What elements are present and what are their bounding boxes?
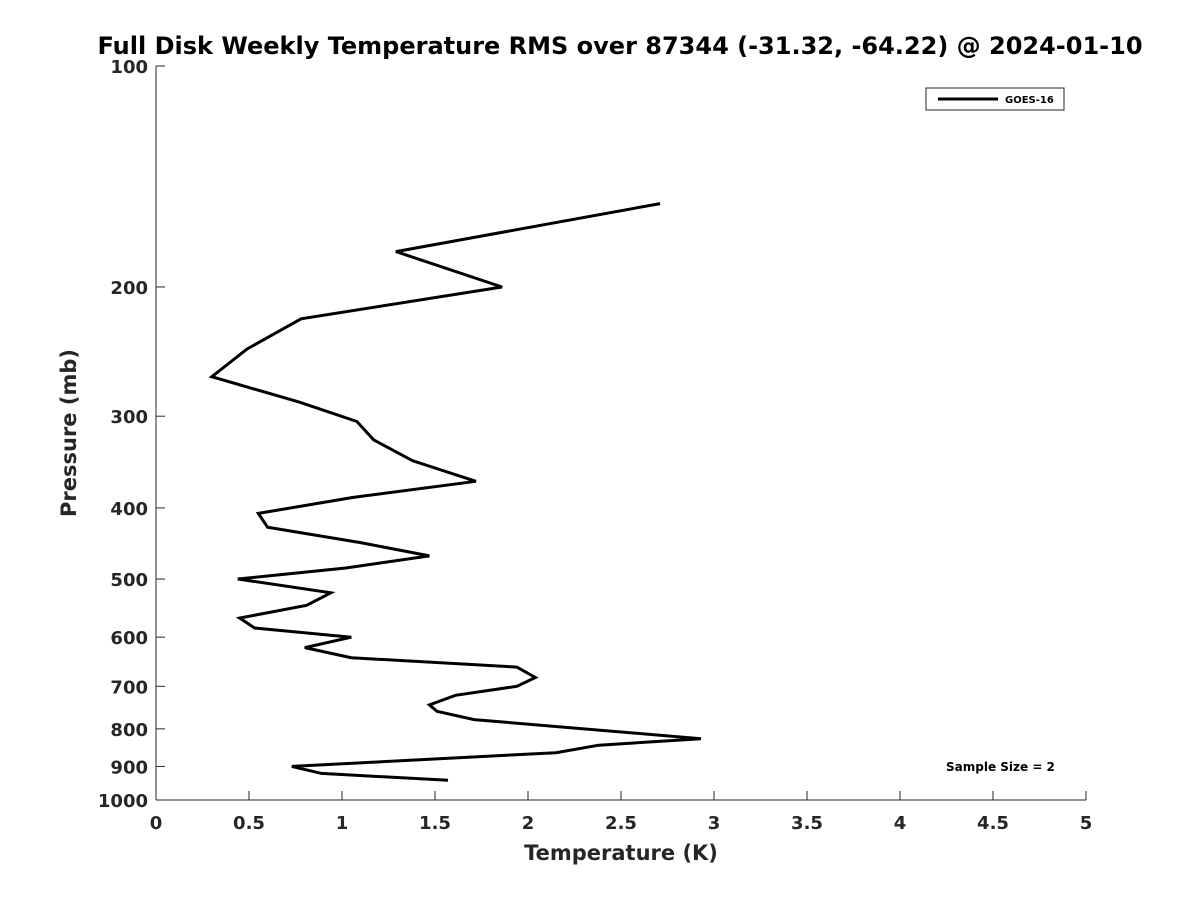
y-tick-label: 700 bbox=[110, 677, 148, 698]
x-tick-label: 2 bbox=[522, 813, 535, 834]
y-ticks: 100 200 300 400 500 600 700 800 900 1000 bbox=[98, 57, 165, 812]
x-tick-label: 1 bbox=[336, 813, 349, 834]
x-tick-label: 5 bbox=[1080, 813, 1093, 834]
y-tick-label: 200 bbox=[110, 278, 148, 299]
sample-size-annotation: Sample Size = 2 bbox=[946, 760, 1055, 774]
x-tick-label: 3 bbox=[708, 813, 721, 834]
y-tick-label: 500 bbox=[110, 570, 148, 591]
y-axis-label: Pressure (mb) bbox=[57, 349, 81, 517]
y-tick-label: 600 bbox=[110, 628, 148, 649]
y-tick-label: 400 bbox=[110, 499, 148, 520]
x-tick-label: 4.5 bbox=[977, 813, 1009, 834]
x-tick-label: 0.5 bbox=[233, 813, 265, 834]
x-tick-label: 3.5 bbox=[791, 813, 823, 834]
x-tick-label: 2.5 bbox=[605, 813, 637, 834]
series-layer bbox=[208, 202, 702, 782]
x-tick-label: 4 bbox=[894, 813, 907, 834]
y-tick-label: 800 bbox=[110, 720, 148, 741]
series-line-goes-16 bbox=[208, 202, 702, 782]
y-tick-label: 100 bbox=[110, 57, 148, 78]
y-tick-label: 300 bbox=[110, 407, 148, 428]
legend-entry-goes-16: GOES-16 bbox=[1005, 95, 1054, 106]
y-tick-label: 1000 bbox=[98, 791, 148, 812]
legend: GOES-16 bbox=[925, 87, 1065, 111]
x-axis-label: Temperature (K) bbox=[524, 841, 718, 865]
y-tick-label: 900 bbox=[110, 757, 148, 778]
x-ticks: 0 0.5 1 1.5 2 2.5 3 3.5 4 4.5 5 bbox=[150, 791, 1093, 834]
x-tick-label: 0 bbox=[150, 813, 163, 834]
chart-title: Full Disk Weekly Temperature RMS over 87… bbox=[97, 32, 1142, 60]
x-tick-label: 1.5 bbox=[419, 813, 451, 834]
